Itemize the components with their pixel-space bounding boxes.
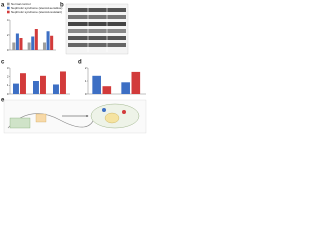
panel-letter: b	[60, 3, 64, 9]
y-tick-label: 1	[85, 79, 87, 83]
bar	[34, 29, 38, 50]
bar	[31, 36, 35, 50]
bar	[53, 84, 59, 94]
bar	[102, 86, 112, 94]
bar	[131, 71, 141, 94]
legend-label: Normal control	[11, 2, 31, 6]
bar	[60, 71, 66, 94]
y-tick-label: 0	[85, 92, 87, 96]
y-tick-label: 2	[7, 33, 9, 37]
legend-swatch	[7, 6, 10, 10]
bar	[92, 75, 101, 94]
bar	[20, 73, 26, 94]
bar	[33, 81, 39, 94]
y-tick-label: 2	[85, 66, 87, 70]
y-tick-label: 1	[7, 83, 9, 87]
panel-letter: c	[1, 60, 5, 66]
bar	[40, 75, 46, 94]
panel-letter: a	[1, 3, 5, 9]
y-tick-label: 2	[7, 74, 9, 78]
western-blot	[65, 3, 129, 55]
legend-swatch	[7, 10, 10, 14]
panel-letter: e	[1, 98, 5, 104]
y-tick-label: 0	[7, 92, 9, 96]
legend-label: Nephrotic syndrome (steroid-sensitive)	[11, 6, 62, 10]
bar	[121, 82, 130, 94]
y-tick-label: 0	[7, 48, 9, 52]
y-tick-label: 4	[7, 18, 9, 22]
bar	[19, 38, 23, 50]
panel-letter: d	[78, 60, 82, 66]
bar	[50, 35, 54, 50]
legend-swatch	[7, 2, 10, 6]
y-tick-label: 3	[7, 66, 9, 70]
bar	[42, 42, 47, 50]
bar	[46, 31, 50, 50]
bar	[15, 33, 19, 50]
bar	[27, 42, 31, 50]
schematic	[3, 99, 147, 134]
legend-label: Nephrotic syndrome (steroid-resistant)	[11, 10, 62, 14]
bar	[12, 42, 16, 50]
bar	[13, 83, 19, 94]
